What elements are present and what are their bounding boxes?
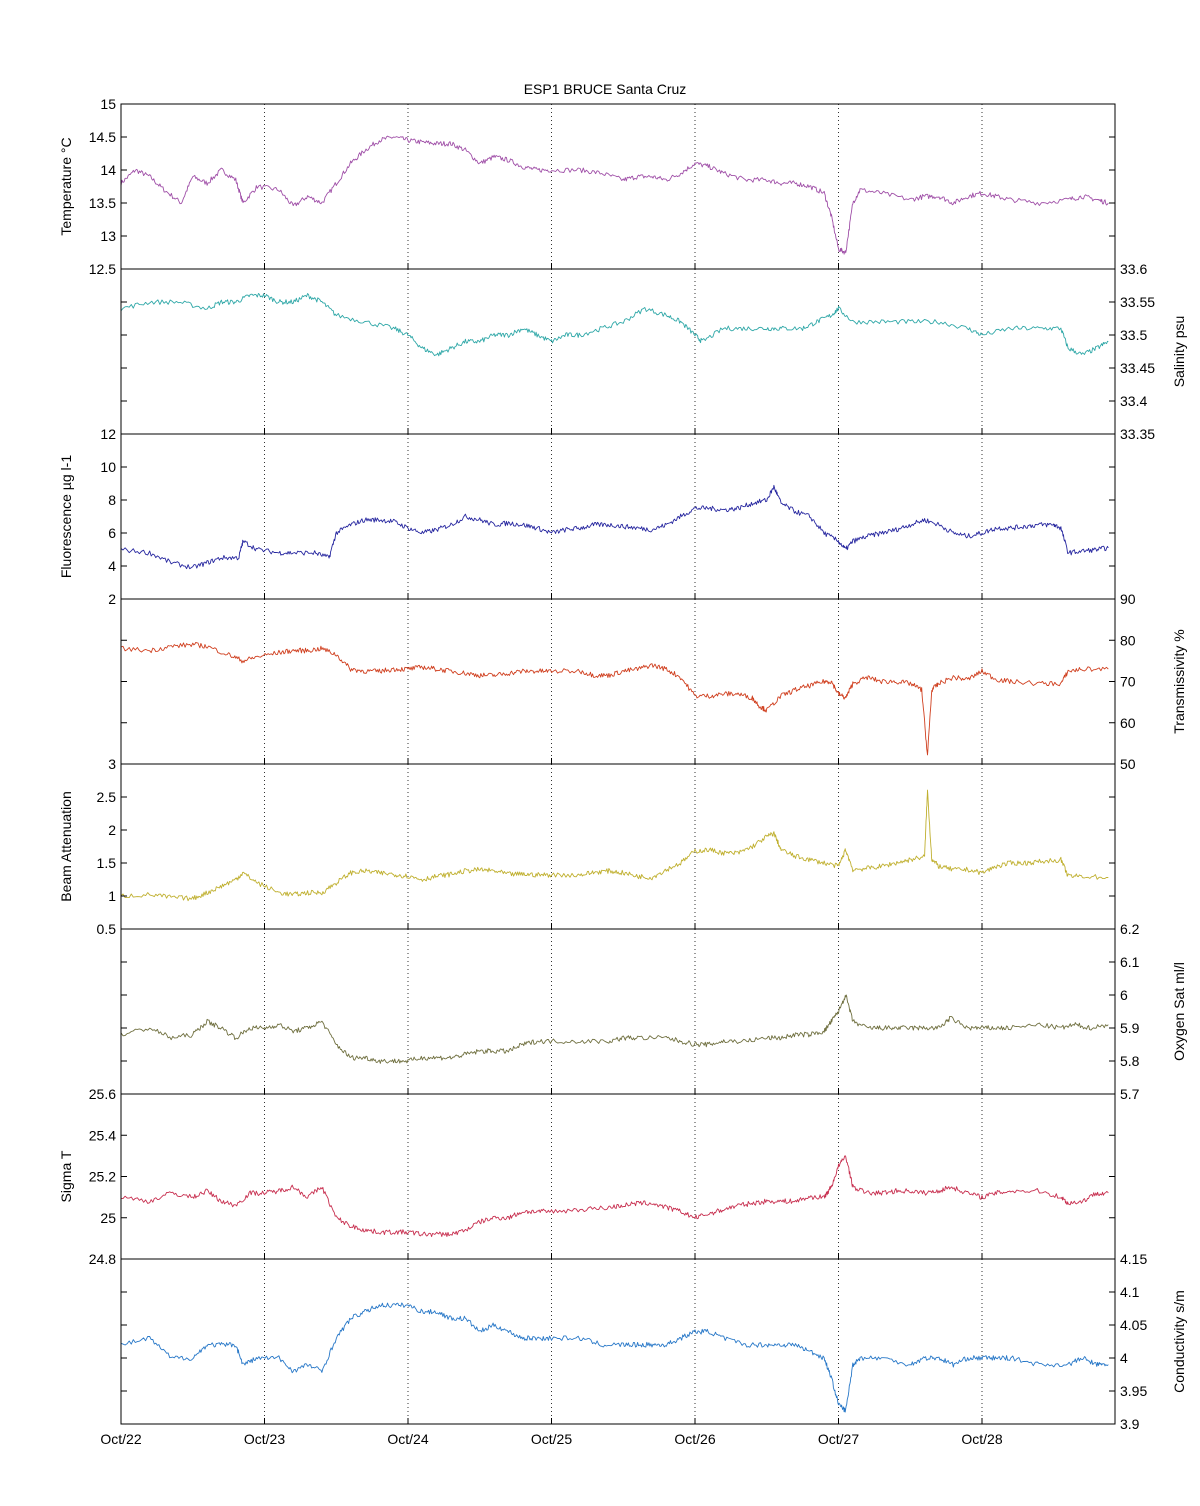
x-tick-label-5: Oct/27	[818, 1431, 859, 1447]
series-line-transmissivity	[120, 641, 1109, 756]
panel-frame-salinity	[120, 268, 1116, 435]
panel-oxygen_sat: 5.7 5.8 5.9 6 6.1 6.2 Oxygen Sat ml/l	[120, 921, 1187, 1102]
panel-frame-fluorescence	[120, 433, 1116, 600]
x-tick-label-1: Oct/23	[244, 1431, 285, 1447]
y-tick-label-beam_attenuation-0: 0.5	[97, 921, 117, 937]
x-tick-label-0: Oct/22	[100, 1431, 141, 1447]
y-tick-label-beam_attenuation-3: 2	[108, 822, 116, 838]
chart-title: ESP1 BRUCE Santa Cruz	[524, 81, 687, 97]
y-tick-label-beam_attenuation-4: 2.5	[97, 789, 117, 805]
y-tick-label-fluorescence-3: 8	[108, 492, 116, 508]
y-tick-label-sigma_t-1: 25	[100, 1210, 116, 1226]
y-tick-label-salinity-3: 33.5	[1120, 327, 1147, 343]
y-axis-label-conductivity: Conductivity s/m	[1171, 1290, 1187, 1393]
y-tick-label-temperature-5: 15	[100, 96, 116, 112]
y-tick-label-sigma_t-4: 25.6	[89, 1086, 116, 1102]
x-tick-label-3: Oct/25	[531, 1431, 572, 1447]
x-tick-label-6: Oct/28	[961, 1431, 1002, 1447]
panel-frame-beam_attenuation	[120, 763, 1116, 930]
y-tick-label-transmissivity-2: 70	[1120, 674, 1136, 690]
x-tick-label-4: Oct/26	[674, 1431, 715, 1447]
panel-sigma_t: 24.8 25 25.2 25.4 25.6 Sigma T	[58, 1086, 1116, 1267]
series-line-salinity	[120, 293, 1109, 357]
y-tick-label-temperature-4: 14.5	[89, 129, 116, 145]
y-tick-label-oxygen_sat-3: 6	[1120, 987, 1128, 1003]
y-axis-label-salinity: Salinity psu	[1171, 316, 1187, 388]
panel-conductivity: 3.9 3.95 4 4.05 4.1 4.15 Conductivity s/m	[120, 1251, 1187, 1432]
y-tick-label-transmissivity-3: 80	[1120, 632, 1136, 648]
y-tick-label-salinity-1: 33.4	[1120, 393, 1147, 409]
y-tick-label-sigma_t-3: 25.4	[89, 1127, 116, 1143]
y-axis-label-oxygen_sat: Oxygen Sat ml/l	[1171, 962, 1187, 1061]
y-tick-label-sigma_t-0: 24.8	[89, 1251, 116, 1267]
y-tick-label-conductivity-2: 4	[1120, 1350, 1128, 1366]
y-tick-label-fluorescence-2: 6	[108, 525, 116, 541]
y-tick-label-conductivity-1: 3.95	[1120, 1383, 1147, 1399]
series-line-fluorescence	[120, 484, 1109, 570]
y-tick-label-transmissivity-4: 90	[1120, 591, 1136, 607]
series-line-sigma_t	[120, 1155, 1109, 1238]
y-tick-label-fluorescence-5: 12	[100, 426, 116, 442]
panel-transmissivity: 50 60 70 80 90 Transmissivity %	[120, 591, 1187, 772]
panel-temperature: 12.5 13 13.5 14 14.5 15 Temperature °C	[58, 96, 1116, 277]
y-tick-label-beam_attenuation-1: 1	[108, 888, 116, 904]
y-tick-label-temperature-0: 12.5	[89, 261, 116, 277]
series-line-conductivity	[120, 1302, 1109, 1413]
panel-beam_attenuation: 0.5 1 1.5 2 2.5 3 Beam Attenuation	[58, 756, 1116, 937]
y-tick-label-temperature-3: 14	[100, 162, 116, 178]
y-tick-label-beam_attenuation-5: 3	[108, 756, 116, 772]
y-tick-label-oxygen_sat-5: 6.2	[1120, 921, 1140, 937]
x-tick-label-2: Oct/24	[387, 1431, 428, 1447]
y-axis-label-transmissivity: Transmissivity %	[1171, 629, 1187, 734]
panel-frame-transmissivity	[120, 598, 1116, 765]
panel-frame-temperature	[120, 103, 1116, 270]
y-axis-label-beam_attenuation: Beam Attenuation	[58, 791, 74, 902]
y-tick-label-transmissivity-0: 50	[1120, 756, 1136, 772]
y-tick-label-fluorescence-1: 4	[108, 558, 116, 574]
y-tick-label-temperature-1: 13	[100, 228, 116, 244]
y-tick-label-salinity-0: 33.35	[1120, 426, 1155, 442]
y-tick-label-conductivity-5: 4.15	[1120, 1251, 1147, 1267]
y-tick-label-salinity-5: 33.6	[1120, 261, 1147, 277]
y-tick-label-fluorescence-4: 10	[100, 459, 116, 475]
panel-frame-oxygen_sat	[120, 928, 1116, 1095]
panel-salinity: 33.35 33.4 33.45 33.5 33.55 33.6 Salinity psu	[120, 261, 1187, 442]
y-axis-label-temperature: Temperature °C	[58, 137, 74, 235]
y-tick-label-sigma_t-2: 25.2	[89, 1169, 116, 1185]
panel-fluorescence: 2 4 6 8 10 12 Fluorescence µg l-1	[58, 426, 1116, 607]
y-tick-label-oxygen_sat-2: 5.9	[1120, 1020, 1140, 1036]
y-tick-label-conductivity-3: 4.05	[1120, 1317, 1147, 1333]
y-tick-label-salinity-4: 33.55	[1120, 294, 1155, 310]
y-tick-label-oxygen_sat-4: 6.1	[1120, 954, 1140, 970]
y-tick-label-beam_attenuation-2: 1.5	[97, 855, 117, 871]
y-tick-label-temperature-2: 13.5	[89, 195, 116, 211]
y-tick-label-oxygen_sat-0: 5.7	[1120, 1086, 1140, 1102]
y-tick-label-conductivity-4: 4.1	[1120, 1284, 1140, 1300]
y-axis-label-sigma_t: Sigma T	[58, 1150, 74, 1202]
panel-frame-sigma_t	[120, 1093, 1116, 1260]
y-tick-label-oxygen_sat-1: 5.8	[1120, 1053, 1140, 1069]
series-line-temperature	[120, 135, 1109, 255]
y-tick-label-salinity-2: 33.45	[1120, 360, 1155, 376]
y-axis-label-fluorescence: Fluorescence µg l-1	[58, 455, 74, 578]
y-tick-label-fluorescence-0: 2	[108, 591, 116, 607]
series-line-oxygen_sat	[120, 994, 1109, 1064]
y-tick-label-transmissivity-1: 60	[1120, 715, 1136, 731]
y-tick-label-conductivity-0: 3.9	[1120, 1416, 1140, 1432]
series-line-beam_attenuation	[120, 789, 1109, 902]
panel-frame-conductivity	[120, 1258, 1116, 1425]
